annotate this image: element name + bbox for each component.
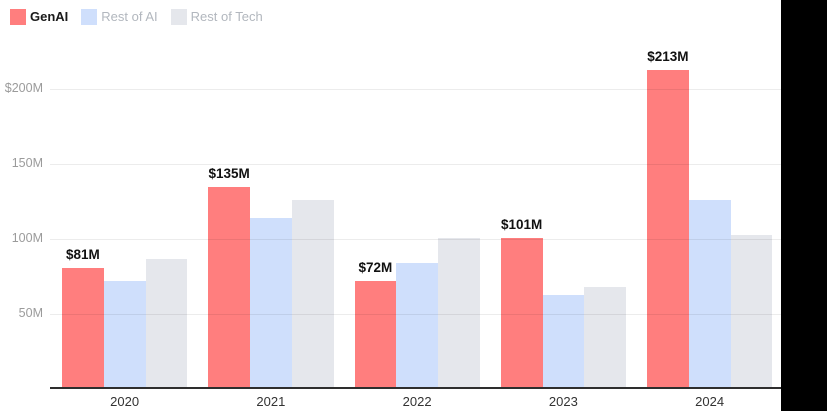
bar-value-label: $101M xyxy=(500,216,543,232)
x-axis-tick-label: 2020 xyxy=(110,394,140,409)
legend-label: Rest of AI xyxy=(101,9,158,24)
bar-value-label: $72M xyxy=(358,260,393,275)
x-axis-line xyxy=(50,387,781,389)
bar-value-label: $135M xyxy=(208,165,250,181)
gridline xyxy=(50,163,781,165)
bar-rest-of-tech-2021[interactable] xyxy=(291,200,334,389)
gridline xyxy=(50,313,781,315)
legend-swatch-rest-of-ai xyxy=(81,9,98,25)
legend-swatch-rest-of-tech xyxy=(170,9,187,25)
bar-rest-of-ai-2020[interactable] xyxy=(103,281,146,389)
chart-legend: GenAI Rest of AI Rest of Tech xyxy=(10,8,276,26)
bar-rest-of-ai-2021[interactable] xyxy=(250,218,292,389)
bar-rest-of-tech-2023[interactable] xyxy=(584,287,626,389)
gridline xyxy=(50,88,781,90)
bar-genai-2020[interactable] xyxy=(62,267,104,389)
bar-genai-2023[interactable] xyxy=(500,237,543,389)
bar-genai-2024[interactable] xyxy=(647,69,689,389)
legend-item-rest-of-tech[interactable]: Rest of Tech xyxy=(170,8,263,26)
x-axis-tick-label: 2022 xyxy=(402,394,432,409)
bar-rest-of-ai-2023[interactable] xyxy=(542,294,585,389)
x-axis-tick-label: 2021 xyxy=(256,394,286,409)
legend-item-rest-of-ai[interactable]: Rest of AI xyxy=(81,8,158,26)
bar-value-label: $81M xyxy=(65,246,100,262)
legend-label: GenAI xyxy=(30,9,69,24)
legend-item-genai[interactable]: GenAI xyxy=(10,8,68,26)
bar-rest-of-tech-2020[interactable] xyxy=(145,258,188,389)
bar-rest-of-tech-2022[interactable] xyxy=(438,237,480,389)
gridline xyxy=(50,238,781,240)
legend-swatch-genai xyxy=(10,9,26,25)
y-axis-tick-label: $200M xyxy=(4,81,43,95)
y-axis-tick-label: 50M xyxy=(18,306,43,320)
y-axis-tick-label: 100M xyxy=(11,231,43,245)
x-axis-tick-label: 2023 xyxy=(548,394,578,409)
bar-chart: GenAI Rest of AI Rest of Tech $200M 150M 1… xyxy=(0,0,781,411)
bar-genai-2021[interactable] xyxy=(208,186,250,389)
x-axis-tick-label: 2024 xyxy=(695,394,725,409)
bar-rest-of-ai-2024[interactable] xyxy=(688,200,731,389)
right-black-strip xyxy=(781,0,827,411)
bar-rest-of-ai-2022[interactable] xyxy=(396,263,438,389)
bar-value-label: $213M xyxy=(647,48,689,64)
bar-genai-2022[interactable] xyxy=(354,281,397,389)
bar-rest-of-tech-2024[interactable] xyxy=(730,234,773,389)
y-axis-tick-label: 150M xyxy=(11,156,43,170)
legend-label: Rest of Tech xyxy=(190,9,263,24)
